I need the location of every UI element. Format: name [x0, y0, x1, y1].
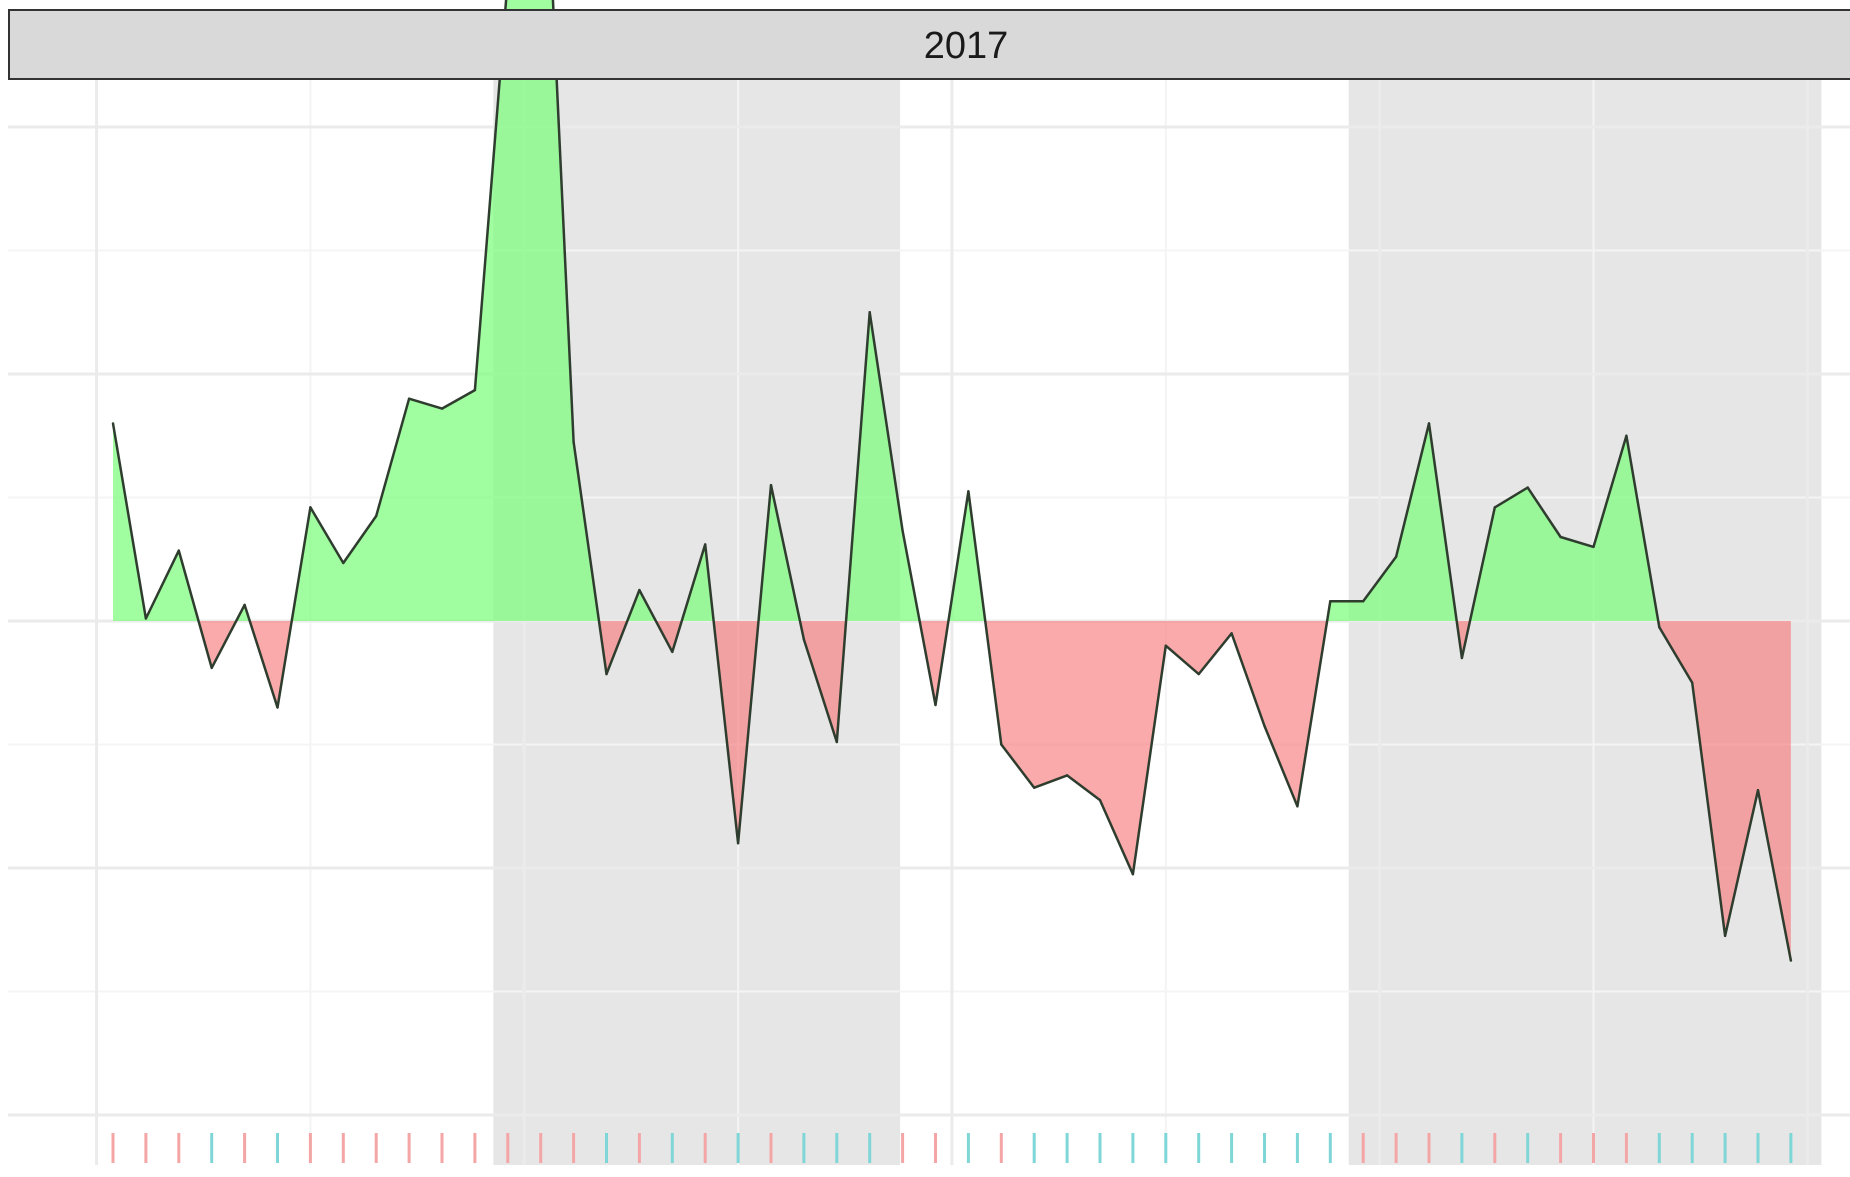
data-point-41 [1427, 422, 1431, 425]
data-point-34 [1197, 672, 1200, 676]
data-point-23 [835, 740, 838, 744]
negative-area [113, 621, 1791, 961]
data-point-51 [1756, 788, 1760, 792]
data-point-25 [901, 529, 904, 533]
data-point-29 [1033, 786, 1036, 789]
data-point-40 [1394, 555, 1398, 558]
rug-marks [111, 1133, 1793, 1163]
data-point-47 [1625, 434, 1628, 437]
area-series [113, 0, 1791, 961]
data-point-37 [1296, 805, 1299, 808]
data-point-42 [1460, 656, 1464, 660]
data-point-11 [440, 407, 444, 410]
data-point-31 [1098, 798, 1102, 802]
data-point-3 [177, 549, 180, 552]
data-point-26 [934, 703, 937, 707]
data-point-38 [1329, 600, 1332, 603]
data-point-10 [407, 397, 411, 400]
data-point-15 [572, 440, 575, 444]
data-point-39 [1362, 600, 1365, 603]
data-point-46 [1592, 545, 1595, 549]
data-point-7 [309, 506, 312, 509]
data-point-6 [276, 706, 279, 709]
facet-strip-background [8, 9, 1850, 80]
data-point-50 [1723, 934, 1727, 938]
data-point-32 [1131, 872, 1135, 876]
data-point-24 [868, 311, 871, 314]
data-point-12 [473, 388, 477, 392]
positive-area [113, 0, 1791, 621]
data-point-33 [1164, 644, 1168, 647]
data-point-9 [375, 514, 378, 518]
grid-lines [8, 80, 1850, 1165]
data-point-8 [342, 561, 345, 565]
data-point-20 [736, 842, 740, 845]
data-point-16 [605, 672, 608, 676]
facet-strip-label: 2017 [924, 25, 1009, 67]
data-point-19 [704, 543, 707, 546]
data-point-45 [1559, 535, 1562, 539]
data-point-22 [802, 638, 806, 641]
data-point-35 [1230, 632, 1233, 635]
data-point-49 [1691, 681, 1694, 684]
data-point-44 [1526, 486, 1529, 489]
data-point-36 [1263, 724, 1266, 728]
series-line [111, 0, 1793, 962]
data-point-21 [769, 483, 773, 487]
data-point-2 [144, 617, 148, 620]
data-point-48 [1658, 625, 1661, 629]
series-line-path [111, 0, 1793, 961]
data-point-28 [1000, 743, 1003, 746]
data-point-27 [967, 490, 970, 493]
data-point-5 [243, 603, 246, 607]
data-point-1 [111, 422, 115, 425]
data-point-18 [671, 650, 674, 654]
facet-strip: 2017 [8, 9, 1850, 80]
data-point-17 [638, 588, 641, 592]
data-point-52 [1789, 959, 1793, 962]
data-point-43 [1493, 506, 1497, 509]
data-point-30 [1065, 774, 1069, 777]
data-point-4 [210, 666, 213, 670]
